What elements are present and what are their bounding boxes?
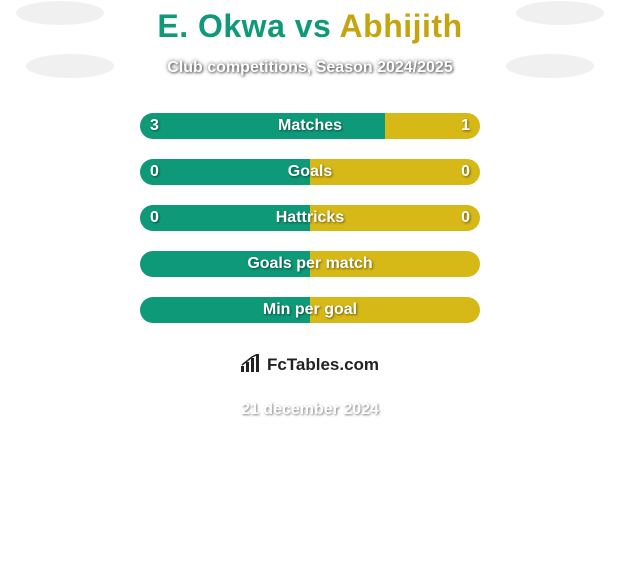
subtitle: Club competitions, Season 2024/2025 [0,59,620,77]
bar-left [140,297,310,323]
stat-row: Goals per match [0,251,620,277]
player1-name: E. Okwa [157,8,285,44]
stat-row: 3 1 Matches [0,113,620,139]
bar-track: 0 0 Goals [140,159,480,185]
bar-left [140,251,310,277]
value-left: 0 [150,205,159,231]
chart-icon [241,354,263,377]
bar-left [140,113,385,139]
stat-rows: 3 1 Matches 0 0 Goals 0 0 Hattricks [0,113,620,323]
stat-row: 0 0 Goals [0,159,620,185]
logo-text: FcTables.com [267,355,379,375]
player2-name: Abhijith [340,8,463,44]
bar-right [310,297,480,323]
bar-track: 0 0 Hattricks [140,205,480,231]
bar-right [310,159,480,185]
bar-left [140,205,310,231]
stat-row: Min per goal [0,297,620,323]
value-right: 0 [461,159,470,185]
date-label: 21 december 2024 [0,401,620,419]
value-left: 3 [150,113,159,139]
title-vs: vs [285,8,339,44]
bar-track: 3 1 Matches [140,113,480,139]
logo: FcTables.com [241,354,379,377]
value-right: 1 [461,113,470,139]
bar-track: Min per goal [140,297,480,323]
stat-row: 0 0 Hattricks [0,205,620,231]
bar-right [310,205,480,231]
bar-right [310,251,480,277]
bar-track: Goals per match [140,251,480,277]
comparison-card: E. Okwa vs Abhijith Club competitions, S… [0,0,620,450]
logo-box: FcTables.com [202,343,418,387]
bar-left [140,159,310,185]
page-title: E. Okwa vs Abhijith [0,0,620,45]
value-right: 0 [461,205,470,231]
value-left: 0 [150,159,159,185]
